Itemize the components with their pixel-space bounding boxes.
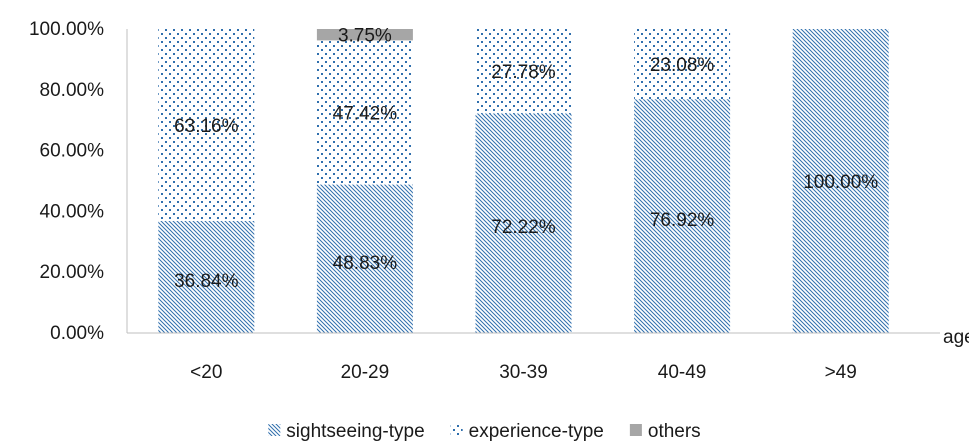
legend-label-sightseeing-type: sightseeing-type xyxy=(286,421,424,442)
y-tick-label: 80.00% xyxy=(40,80,105,101)
y-tick-label: 60.00% xyxy=(40,141,105,162)
bar-experience-type-1 xyxy=(316,40,413,185)
bars: 36.84% 63.16% 48.83% 47.42% 3.75% 72.22% 27.78… xyxy=(158,26,889,333)
data-label-sightseeing-type-1: 48.83% xyxy=(333,253,398,274)
data-label-sightseeing-type-2: 72.22% xyxy=(491,217,556,238)
data-label-sightseeing-type-3: 76.92% xyxy=(650,210,715,231)
data-label-others-1: 3.75% xyxy=(338,26,392,47)
legend-label-experience-type: experience-type xyxy=(469,421,604,442)
x-tick-label: 30-39 xyxy=(499,362,548,383)
legend: sightseeing-type experience-type others xyxy=(268,421,701,442)
data-label-experience-type-2: 27.78% xyxy=(491,62,556,83)
legend-label-others: others xyxy=(648,421,701,442)
bar-sightseeing-type-3 xyxy=(634,99,731,333)
y-tick-label: 40.00% xyxy=(40,201,105,222)
bar-sightseeing-type-2 xyxy=(475,113,572,333)
x-axis-label: age xyxy=(943,327,969,348)
legend-swatch-others xyxy=(629,424,642,436)
bar-experience-type-3 xyxy=(634,29,731,100)
legend-swatch-experience-type xyxy=(450,424,463,436)
y-axis: 0.00% 20.00% 40.00% 60.00% 80.00% 100.00% xyxy=(29,19,128,344)
y-tick-label: 0.00% xyxy=(50,323,104,344)
data-label-sightseeing-type-0: 36.84% xyxy=(174,271,239,292)
y-tick-label: 100.00% xyxy=(29,19,104,40)
x-tick-label: 40-49 xyxy=(658,362,707,383)
bar-others-1 xyxy=(316,29,413,41)
x-tick-label: <20 xyxy=(190,362,222,383)
x-tick-label: >49 xyxy=(825,362,857,383)
bar-sightseeing-type-4 xyxy=(792,29,889,333)
y-tick-label: 20.00% xyxy=(40,262,105,283)
bar-sightseeing-type-0 xyxy=(158,221,255,333)
bar-sightseeing-type-1 xyxy=(316,184,413,333)
x-tick-label: 20-29 xyxy=(341,362,390,383)
data-label-experience-type-3: 23.08% xyxy=(650,55,715,76)
data-label-experience-type-1: 47.42% xyxy=(333,103,398,124)
x-axis: <20 20-29 30-39 40-49 >49 xyxy=(127,332,940,383)
legend-swatch-sightseeing-type xyxy=(268,424,281,436)
bar-experience-type-0 xyxy=(158,29,255,222)
bar-experience-type-2 xyxy=(475,29,572,114)
data-label-experience-type-0: 63.16% xyxy=(174,116,239,137)
data-label-sightseeing-type-4: 100.00% xyxy=(803,172,878,193)
